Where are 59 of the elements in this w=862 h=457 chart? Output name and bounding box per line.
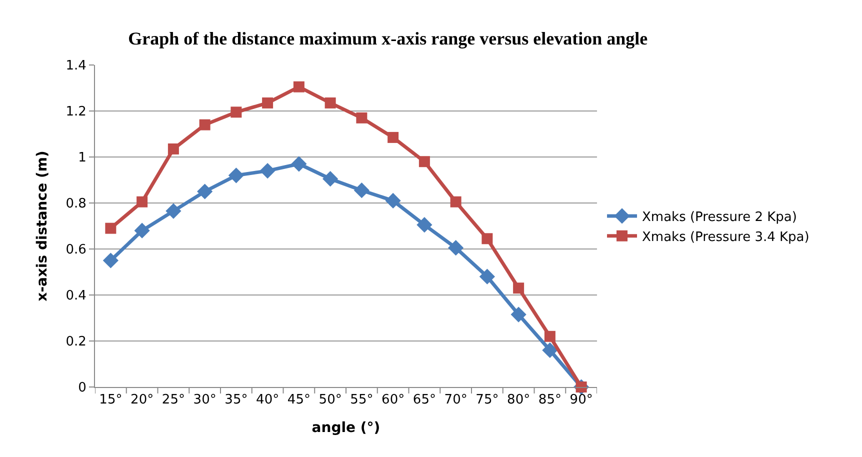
point bbox=[291, 156, 307, 172]
point bbox=[199, 119, 210, 130]
point bbox=[102, 252, 118, 268]
point bbox=[136, 196, 148, 208]
x-tick-label: 40° bbox=[256, 392, 280, 408]
point bbox=[544, 330, 556, 342]
point bbox=[385, 192, 401, 208]
legend-label: Xmaks (Pressure 3.4 Kpa) bbox=[642, 230, 810, 245]
point bbox=[450, 196, 462, 208]
point bbox=[513, 282, 524, 294]
y-tick-label: 1 bbox=[78, 150, 86, 166]
point bbox=[418, 156, 430, 168]
point bbox=[322, 171, 338, 187]
legend-label: Xmaks (Pressure 2 Kpa) bbox=[642, 210, 797, 226]
x-tick-label: 55° bbox=[350, 392, 374, 408]
y-tick-label: 1.4 bbox=[66, 58, 86, 74]
point bbox=[324, 97, 336, 108]
x-tick-label: 75° bbox=[476, 392, 499, 408]
x-tick-label: 85° bbox=[538, 392, 562, 408]
point bbox=[166, 203, 182, 219]
y-tick-label: 0.8 bbox=[66, 196, 86, 212]
x-tick-label: 60° bbox=[382, 392, 405, 408]
point bbox=[479, 268, 495, 284]
x-tick-label: 35° bbox=[224, 392, 248, 408]
point bbox=[293, 81, 304, 92]
point bbox=[168, 143, 179, 154]
point bbox=[354, 182, 370, 198]
point bbox=[260, 163, 276, 179]
point bbox=[262, 97, 274, 108]
x-tick-label: 30° bbox=[193, 392, 216, 408]
x-tick-label: 20° bbox=[130, 392, 154, 408]
x-tick-label: 80° bbox=[507, 392, 530, 408]
y-tick-label: 0.6 bbox=[66, 242, 86, 258]
point bbox=[542, 342, 558, 358]
chart-title: Graph of the distance maximum x-axis range versus elevation angle bbox=[128, 28, 648, 49]
y-tick-label: 1.2 bbox=[66, 104, 86, 120]
point bbox=[134, 222, 150, 238]
x-tick-label: 65° bbox=[412, 392, 436, 408]
point bbox=[510, 306, 526, 322]
x-tick-label: 15° bbox=[99, 392, 122, 408]
x-tick-label: 45° bbox=[287, 392, 310, 408]
y-tick-label: 0.4 bbox=[66, 288, 86, 304]
x-tick-label: 90° bbox=[570, 392, 593, 408]
point bbox=[197, 184, 213, 200]
point bbox=[228, 168, 244, 184]
y-tick-label: 0.2 bbox=[66, 334, 86, 350]
y-tick-label: 0 bbox=[78, 380, 86, 396]
x-tick-label: 70° bbox=[444, 392, 468, 408]
point bbox=[448, 240, 464, 256]
x-axis-title: angle (°) bbox=[312, 420, 380, 436]
x-tick-label: 50° bbox=[318, 392, 342, 408]
point bbox=[356, 112, 368, 124]
point bbox=[388, 132, 399, 143]
point bbox=[482, 233, 493, 244]
point bbox=[105, 222, 116, 234]
y-axis-title: x-axis distance (m) bbox=[34, 150, 50, 302]
point bbox=[416, 217, 432, 233]
x-tick-label: 25° bbox=[162, 392, 185, 408]
point bbox=[230, 106, 242, 118]
